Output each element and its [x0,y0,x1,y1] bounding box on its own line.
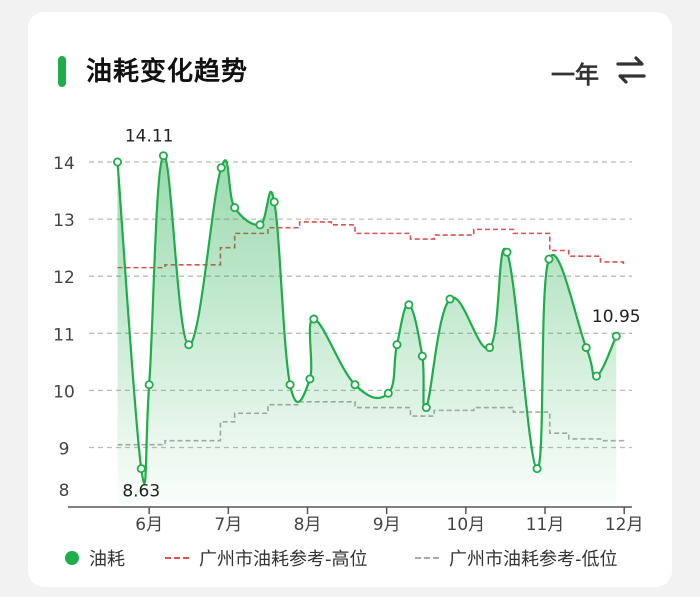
fuel-data-point [285,380,295,390]
legend-item-fuel[interactable]: 油耗 [65,544,125,572]
fuel-data-point [544,254,554,264]
fuel-data-point [144,380,154,390]
fuel-data-point [216,163,226,173]
chart-title: 油耗变化趋势 [86,57,249,87]
fuel-data-point [158,151,168,161]
x-tick-label: 9月 [373,515,401,535]
legend-dash-red-icon [165,557,189,559]
legend-label-fuel: 油耗 [89,549,125,570]
fuel-data-point [136,464,146,474]
fuel-data-point [113,157,123,167]
fuel-data-point [404,300,414,310]
fuel-data-point [421,403,431,413]
data-label: 10.95 [592,307,641,327]
legend-label-low-ref: 广州市油耗参考-低位 [449,549,618,570]
legend-label-high-ref: 广州市油耗参考-高位 [199,549,368,570]
period-selector[interactable]: 一年 [551,61,599,89]
legend-item-low-ref[interactable]: 广州市油耗参考-低位 [415,544,618,572]
fuel-data-point [305,374,315,384]
fuel-data-point [392,340,402,350]
x-tick-label: 7月 [214,515,242,535]
title-accent-bar [58,56,66,87]
data-label: 14.11 [125,127,174,147]
y-tick-label: 10 [53,382,75,402]
fuel-data-point [383,388,393,398]
fuel-data-point [485,343,495,353]
fuel-data-point [502,247,512,257]
legend-item-high-ref[interactable]: 广州市油耗参考-高位 [165,544,368,572]
fuel-data-point [532,464,542,474]
fuel-area-fill [117,155,617,505]
y-tick-label: 9 [59,440,70,460]
legend-dash-gray-icon [415,557,439,559]
fuel-data-point [269,197,279,207]
fuel-data-point [581,343,591,353]
x-tick-label: 12月 [605,515,644,535]
y-tick-label: 11 [53,325,75,345]
x-tick-label: 11月 [526,515,565,535]
x-tick-label: 8月 [294,515,322,535]
y-tick-label: 8 [59,481,70,501]
y-tick-label: 14 [53,154,75,174]
y-tick-label: 13 [53,211,75,231]
fuel-data-point [255,220,265,230]
y-tick-label: 12 [53,268,75,288]
fuel-data-point [309,314,319,324]
fuel-data-point [184,340,194,350]
switch-arrows-icon[interactable] [614,55,648,85]
fuel-data-point [230,203,240,213]
fuel-data-point [350,380,360,390]
fuel-data-point [417,351,427,361]
fuel-data-point [445,294,455,304]
data-label: 8.63 [122,482,160,502]
x-tick-label: 6月 [135,515,163,535]
x-tick-label: 10月 [447,515,486,535]
fuel-data-point [591,371,601,381]
fuel-data-point [611,331,621,341]
legend-dot-icon [65,551,79,565]
